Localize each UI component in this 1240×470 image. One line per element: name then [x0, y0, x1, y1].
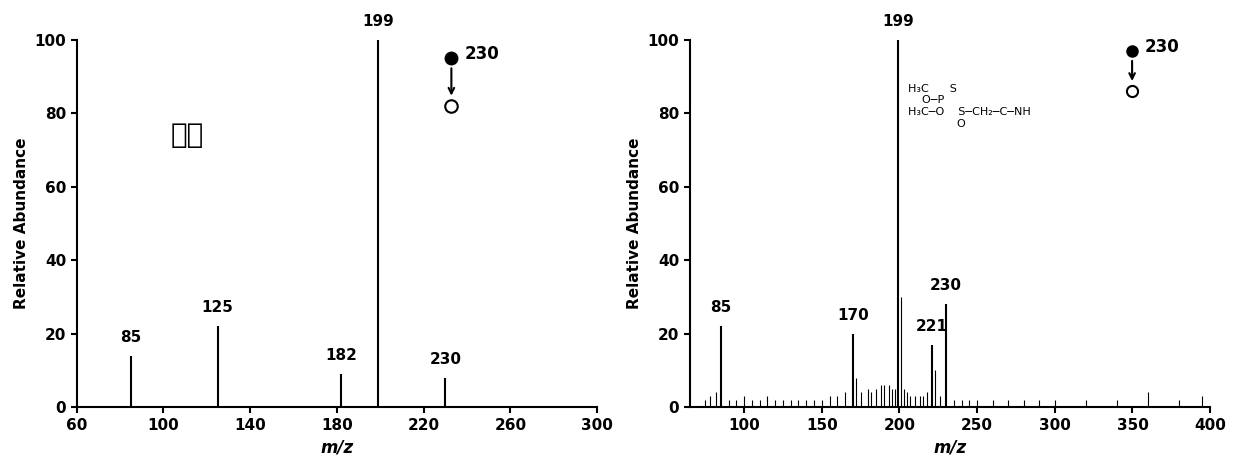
- Text: 230: 230: [465, 46, 500, 63]
- Text: 125: 125: [202, 300, 233, 315]
- Text: 85: 85: [120, 329, 141, 345]
- Text: 221: 221: [916, 319, 949, 334]
- Text: 199: 199: [362, 14, 394, 29]
- Text: 199: 199: [882, 14, 914, 29]
- X-axis label: m/z: m/z: [320, 438, 353, 456]
- Text: 85: 85: [711, 300, 732, 315]
- Text: 230: 230: [429, 352, 461, 367]
- Text: 230: 230: [1145, 38, 1179, 56]
- Text: 170: 170: [837, 308, 869, 322]
- Text: 乐果: 乐果: [170, 121, 203, 149]
- Text: H₃C      S
    O─P
H₃C─O    S─CH₂─C─NH
              O: H₃C S O─P H₃C─O S─CH₂─C─NH O: [908, 84, 1030, 129]
- X-axis label: m/z: m/z: [934, 438, 966, 456]
- Text: 182: 182: [325, 348, 357, 363]
- Text: 230: 230: [930, 278, 962, 293]
- Y-axis label: Relative Abundance: Relative Abundance: [14, 138, 29, 309]
- Y-axis label: Relative Abundance: Relative Abundance: [627, 138, 642, 309]
